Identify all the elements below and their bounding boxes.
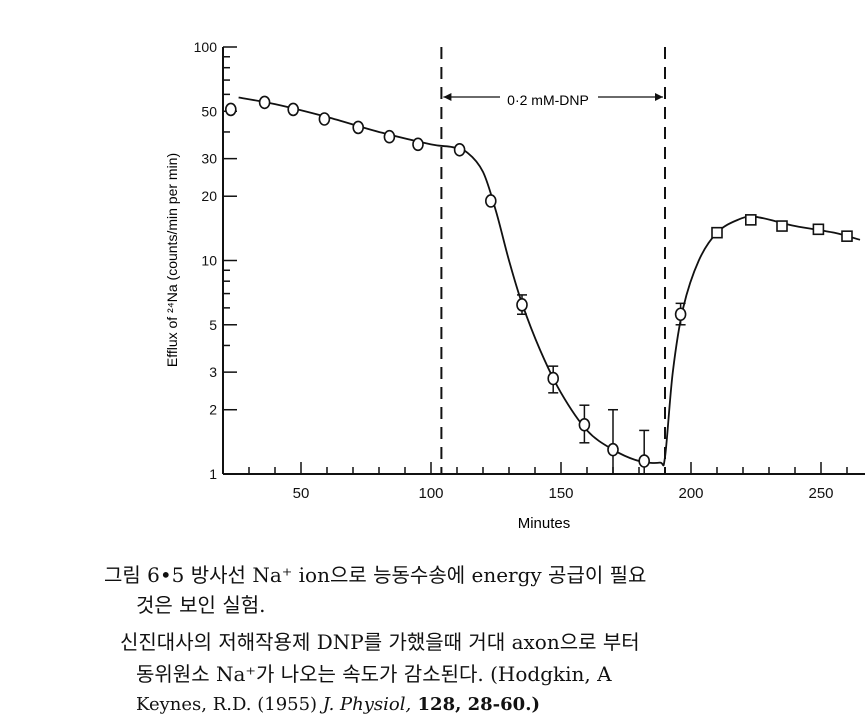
- data-point: [412, 137, 424, 152]
- data-point: [547, 371, 560, 386]
- data-point: [287, 102, 300, 117]
- y-tick-label: 2: [209, 402, 217, 418]
- axes: 50 100 150 200 250 1 2 3 5 10 20 30 50 100: [194, 39, 865, 502]
- data-point: [607, 442, 619, 457]
- x-tick-label: 150: [548, 485, 573, 502]
- arrowhead-left: [443, 93, 452, 101]
- x-tick-label: 50: [293, 485, 310, 502]
- data-point: [744, 214, 757, 226]
- reference-authors: Keynes, R.D. (1955): [136, 694, 323, 715]
- y-tick-label: 3: [209, 364, 217, 380]
- data-point: [318, 112, 331, 126]
- data-point: [578, 417, 591, 432]
- data-point: [258, 95, 271, 110]
- efflux-chart: 50 100 150 200 250 1 2 3 5 10 20 30 50 100 Minutes Ef…: [164, 39, 865, 532]
- caption-line-4: 동위원소 Na⁺가 나오는 속도가 감소된다. (Hodgkin, A: [136, 662, 612, 686]
- y-tick-label: 5: [209, 317, 217, 333]
- data-point: [841, 230, 853, 242]
- y-tick-label: 30: [201, 151, 217, 167]
- data-point: [776, 220, 788, 232]
- reference-volume: 128, 28-60.): [411, 694, 540, 715]
- x-tick-label: 100: [418, 485, 443, 502]
- reference-journal: J. Physiol,: [322, 694, 412, 715]
- x-tick-label: 200: [678, 485, 703, 502]
- data-point: [484, 194, 497, 208]
- caption-line-3: 신진대사의 저해작용제 DNP를 가했을때 거대 axon으로 부터: [120, 630, 640, 654]
- y-axis-label: Efflux of ²⁴Na (counts/min per min): [164, 153, 180, 367]
- x-axis-label: Minutes: [518, 515, 571, 532]
- data-point: [812, 223, 825, 236]
- data-point: [638, 454, 651, 468]
- caption-reference: Keynes, R.D. (1955) J. Physiol, 128, 28-…: [136, 690, 540, 720]
- fit-curve: [238, 96, 861, 467]
- y-tick-label: 1: [209, 466, 217, 482]
- chart-marks: [225, 47, 861, 475]
- dnp-annotation-label: 0·2 mM-DNP: [507, 92, 589, 108]
- y-tick-label: 50: [201, 103, 217, 119]
- data-point: [516, 298, 528, 312]
- y-tick-label: 10: [201, 253, 217, 269]
- x-tick-label: 250: [808, 485, 833, 502]
- caption-line-2: 것은 보인 실험.: [136, 593, 266, 617]
- y-tick-label: 100: [194, 39, 218, 55]
- data-point: [453, 142, 466, 157]
- data-point: [225, 102, 237, 117]
- caption-line-1: 그림 6•5 방사선 Na⁺ ion으로 능동수송에 energy 공급이 필요: [104, 563, 647, 587]
- data-point: [352, 120, 365, 135]
- data-point: [383, 129, 396, 144]
- data-point: [674, 307, 687, 322]
- y-tick-label: 20: [201, 188, 217, 204]
- data-point: [711, 226, 723, 239]
- arrowhead-right: [655, 93, 663, 101]
